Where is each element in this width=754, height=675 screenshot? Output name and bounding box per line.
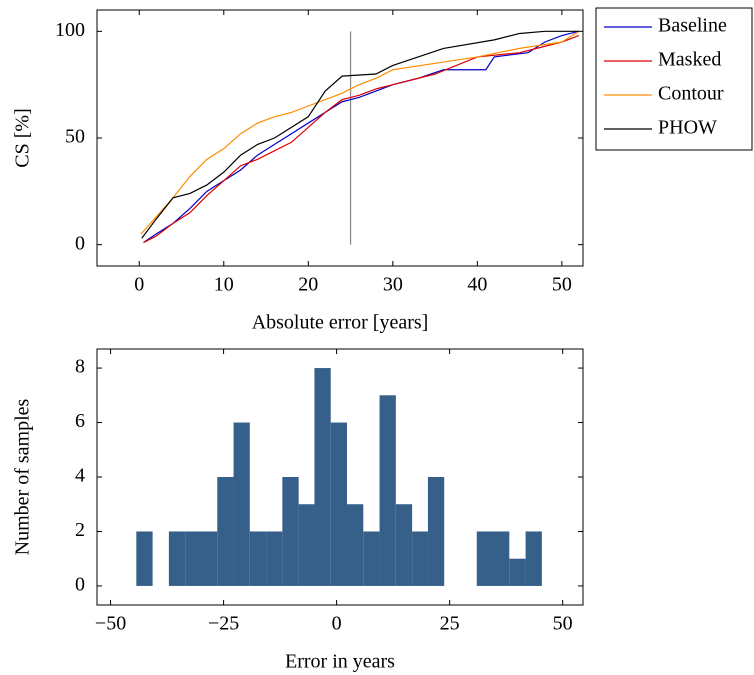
bar: [136, 531, 153, 586]
bar: [314, 368, 331, 586]
x-tick-label: 50: [552, 274, 572, 296]
bar: [525, 531, 542, 586]
bar: [427, 477, 445, 586]
y-tick-label: 2: [75, 519, 85, 541]
y-tick-label: 4: [75, 465, 85, 487]
bar: [412, 531, 428, 586]
bar: [476, 531, 494, 586]
x-tick-label: 40: [467, 274, 487, 296]
bar: [185, 531, 201, 586]
bar: [298, 504, 315, 586]
bar: [363, 531, 380, 586]
bar: [233, 422, 250, 586]
x-axis-label: Absolute error [years]: [252, 312, 429, 334]
series-line: [141, 30, 579, 239]
x-tick-label: 20: [298, 274, 318, 296]
bar: [347, 504, 364, 586]
x-tick-label: 30: [383, 274, 403, 296]
bar: [168, 531, 186, 586]
bar: [395, 504, 413, 586]
series-line: [140, 30, 580, 235]
bar: [266, 531, 283, 586]
x-tick-label: −50: [95, 613, 126, 635]
y-axis-label: Number of samples: [12, 398, 34, 555]
plot-frame: [96, 9, 584, 267]
y-tick-label: 0: [75, 574, 85, 596]
x-tick-label: −25: [208, 613, 239, 635]
bar: [200, 531, 218, 586]
y-tick-label: 0: [75, 232, 85, 254]
bar: [282, 477, 299, 586]
legend-label: Baseline: [658, 15, 727, 37]
legend-label: Masked: [658, 49, 721, 71]
bar: [217, 477, 234, 586]
x-tick-label: 0: [332, 613, 342, 635]
y-tick-label: 50: [65, 126, 85, 148]
legend-box: [595, 7, 753, 151]
bar: [249, 531, 267, 586]
series-line: [143, 30, 579, 244]
bar: [379, 395, 396, 586]
bar: [330, 422, 348, 586]
legend-label: Contour: [658, 83, 724, 105]
series-line: [143, 35, 579, 244]
y-tick-label: 6: [75, 410, 85, 432]
y-tick-label: 100: [55, 19, 85, 41]
legend-label: PHOW: [658, 117, 717, 139]
x-tick-label: 50: [553, 613, 573, 635]
y-axis-label: CS [%]: [12, 108, 34, 167]
x-tick-label: 10: [214, 274, 234, 296]
bar: [493, 531, 510, 586]
x-axis-label: Error in years: [285, 651, 395, 673]
x-tick-label: 0: [134, 274, 144, 296]
bar: [509, 558, 526, 586]
y-tick-label: 8: [75, 356, 85, 378]
x-tick-label: 25: [440, 613, 460, 635]
